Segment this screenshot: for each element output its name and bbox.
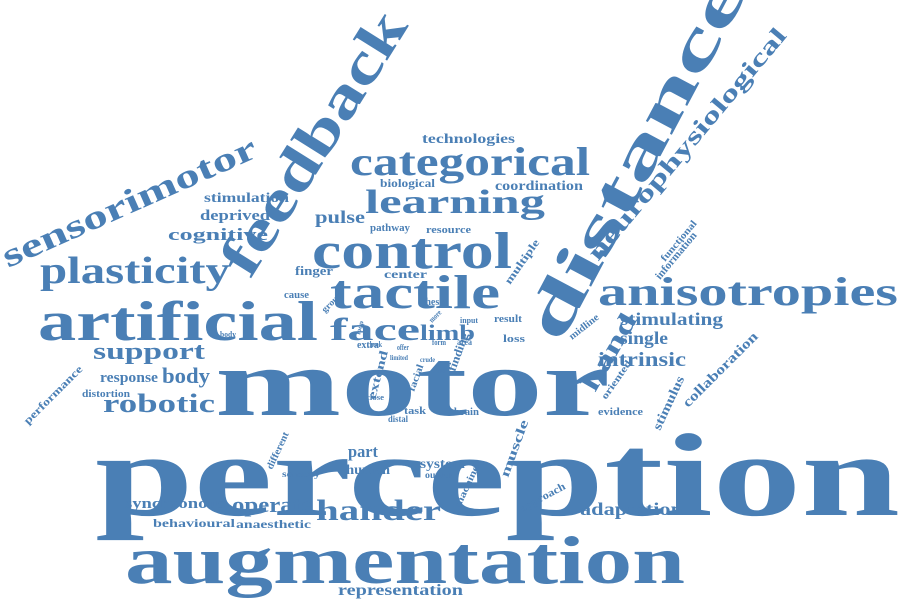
cloud-word-limited: limited xyxy=(390,354,408,362)
cloud-word-extra: extra xyxy=(357,340,379,351)
cloud-word-sensory: sensory xyxy=(282,469,321,479)
cloud-word-stimulation: stimulation xyxy=(204,191,289,206)
cloud-word-anisotropies: anisotropies xyxy=(598,269,898,314)
cloud-word-coordination: coordination xyxy=(495,179,583,194)
cloud-word-area: area xyxy=(457,337,472,347)
cloud-word-hander: hander xyxy=(316,494,441,527)
cloud-word-system: system xyxy=(420,457,465,472)
cloud-word-anaesthetic: anaesthetic xyxy=(236,517,312,531)
cloud-word-operate: operate xyxy=(232,492,312,517)
cloud-word-body: body xyxy=(162,363,210,388)
cloud-word-response: response xyxy=(100,370,158,386)
cloud-word-loop: loop xyxy=(354,320,365,336)
cloud-word-perception: perception xyxy=(95,410,900,541)
cloud-word-pole: pole xyxy=(432,367,446,375)
cloud-word-form: form xyxy=(432,338,446,347)
cloud-word-augmentation: augmentation xyxy=(125,522,685,598)
cloud-word-brain: brain xyxy=(454,406,479,418)
cloud-word-thesis: thesis xyxy=(422,297,446,308)
cloud-word-part: part xyxy=(348,442,378,461)
cloud-word-control: control xyxy=(312,223,512,280)
cloud-word-input: input xyxy=(460,316,478,325)
cloud-word-resource: resource xyxy=(426,224,471,236)
cloud-word-human: human xyxy=(346,463,390,478)
cloud-word-center: center xyxy=(384,267,428,281)
cloud-word-finger: finger xyxy=(295,263,333,278)
cloud-word-evidence: evidence xyxy=(598,406,643,418)
cloud-word-task: task xyxy=(404,406,427,417)
cloud-word-performance: performance xyxy=(22,363,86,427)
cloud-word-motor: motor xyxy=(215,329,610,436)
cloud-word-learning: learning xyxy=(365,184,545,221)
cloud-word-support: support xyxy=(93,339,205,365)
cloud-word-representation: representation xyxy=(338,582,463,599)
cloud-word-body: body xyxy=(220,330,236,339)
cloud-word-output: output xyxy=(425,470,453,480)
cloud-word-face: face xyxy=(330,311,420,347)
cloud-word-cause: cause xyxy=(284,290,310,301)
cloud-word-distortion: distortion xyxy=(82,388,130,400)
cloud-word-tactile: tactile xyxy=(330,266,500,319)
cloud-word-close: close xyxy=(366,393,384,402)
cloud-word-crude: crude xyxy=(420,356,435,364)
cloud-word-synchronous: synchronous xyxy=(125,496,225,512)
cloud-word-cheek: cheek xyxy=(367,340,382,349)
cloud-word-artificial: artificial xyxy=(38,291,318,353)
cloud-word-behavioural: behavioural xyxy=(153,516,236,530)
cloud-word-deprived: deprived xyxy=(200,208,271,224)
cloud-word-stimulating: stimulating xyxy=(620,309,723,329)
cloud-word-categorical: categorical xyxy=(350,139,590,184)
cloud-word-loss: loss xyxy=(503,333,526,345)
cloud-word-cognitive: cognitive xyxy=(168,225,269,244)
cloud-word-distal: distal xyxy=(388,414,408,424)
cloud-word-limb: limb xyxy=(420,320,475,345)
cloud-word-intrinsic: intrinsic xyxy=(598,349,686,371)
cloud-word-adaptation: adaptation xyxy=(580,499,683,519)
cloud-word-technologies: technologies xyxy=(422,132,516,147)
cloud-word-single: single xyxy=(620,328,668,348)
cloud-word-pulse: pulse xyxy=(315,207,365,227)
cloud-word-robotic: robotic xyxy=(103,389,215,418)
cloud-word-plasticity: plasticity xyxy=(40,250,230,292)
cloud-word-biological: biological xyxy=(380,176,436,190)
cloud-word-collaboration: collaboration xyxy=(680,329,761,410)
cloud-word-offer: offer xyxy=(397,343,409,352)
cloud-word-pathway: pathway xyxy=(370,223,410,234)
cloud-word-result: result xyxy=(494,314,523,325)
